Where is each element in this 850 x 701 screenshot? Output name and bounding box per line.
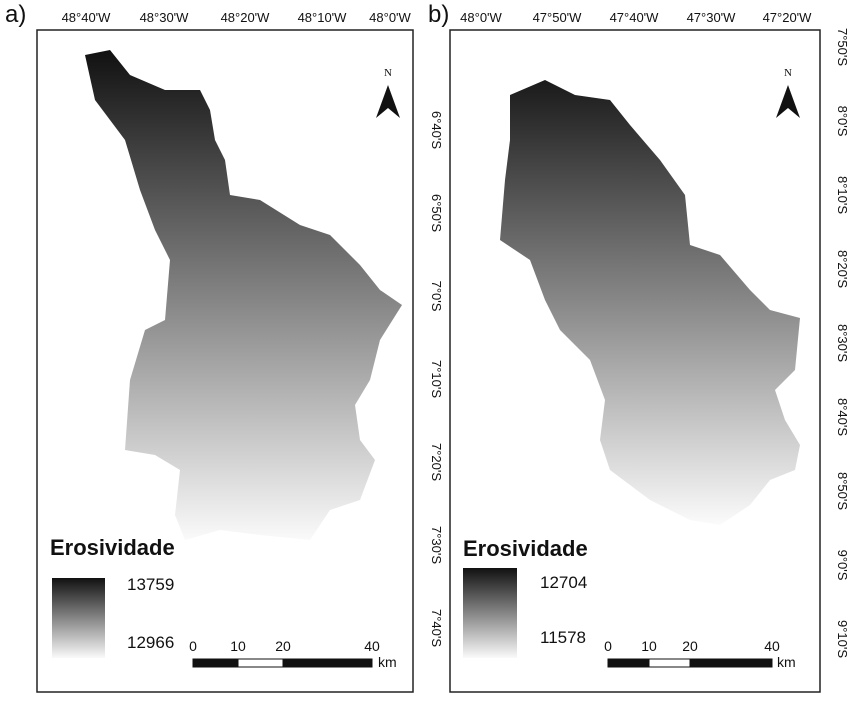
north-arrow <box>776 85 800 118</box>
longitude-label: 48°40'W <box>62 10 112 25</box>
scale-bar-segment <box>192 658 239 668</box>
scale-bar-unit: km <box>777 654 796 670</box>
latitude-label: 6°40'S <box>429 111 444 149</box>
scale-bar-segment <box>648 658 691 668</box>
scale-bar-label: 40 <box>764 638 780 654</box>
latitude-label: 7°10'S <box>429 360 444 398</box>
north-arrow <box>376 85 400 118</box>
scale-bar-segment <box>607 658 650 668</box>
latitude-label: 7°20'S <box>429 443 444 481</box>
scale-bar-segment <box>237 658 284 668</box>
panel-label: b) <box>428 1 449 28</box>
longitude-label: 48°10'W <box>298 10 348 25</box>
latitude-label: 8°30'S <box>835 324 850 362</box>
latitude-label: 7°30'S <box>429 526 444 564</box>
longitude-label: 47°40'W <box>610 10 660 25</box>
north-label: N <box>384 67 392 79</box>
scale-bar-label: 0 <box>189 638 197 654</box>
latitude-label: 8°50'S <box>835 472 850 510</box>
longitude-label: 48°0'W <box>460 10 502 25</box>
latitude-label: 9°10'S <box>835 620 850 658</box>
panel-label: a) <box>5 1 26 28</box>
scale-bar-label: 20 <box>275 638 291 654</box>
legend-min: 12966 <box>127 633 174 652</box>
latitude-label: 8°20'S <box>835 250 850 288</box>
legend-min: 11578 <box>540 628 586 647</box>
basin-a <box>85 50 402 540</box>
latitude-label: 7°0'S <box>429 281 444 312</box>
longitude-label: 48°30'W <box>140 10 190 25</box>
scale-bar-label: 10 <box>641 638 657 654</box>
latitude-label: 9°0'S <box>835 550 850 581</box>
scale-bar-unit: km <box>378 654 397 670</box>
latitude-label: 8°0'S <box>835 106 850 137</box>
legend-max: 13759 <box>127 575 174 594</box>
scale-bar-label: 10 <box>230 638 246 654</box>
latitude-label: 7°40'S <box>429 609 444 647</box>
legend-title: Erosividade <box>463 536 588 561</box>
longitude-label: 48°0'W <box>369 10 411 25</box>
longitude-label: 47°20'W <box>763 10 813 25</box>
scale-bar-label: 40 <box>364 638 380 654</box>
legend-ramp <box>52 578 105 658</box>
longitude-label: 48°20'W <box>221 10 271 25</box>
scale-bar-segment <box>282 658 373 668</box>
latitude-label: 6°50'S <box>429 194 444 232</box>
latitude-label: 8°40'S <box>835 398 850 436</box>
north-label: N <box>784 67 792 79</box>
longitude-label: 47°50'W <box>533 10 583 25</box>
latitude-label: 7°50'S <box>835 28 850 66</box>
legend-ramp <box>463 568 517 658</box>
scale-bar-label: 0 <box>604 638 612 654</box>
longitude-label: 47°30'W <box>687 10 737 25</box>
scale-bar-label: 20 <box>682 638 698 654</box>
legend-title: Erosividade <box>50 535 175 560</box>
scale-bar-segment <box>689 658 773 668</box>
basin-b <box>500 80 800 525</box>
latitude-label: 8°10'S <box>835 176 850 214</box>
legend-max: 12704 <box>540 573 587 592</box>
